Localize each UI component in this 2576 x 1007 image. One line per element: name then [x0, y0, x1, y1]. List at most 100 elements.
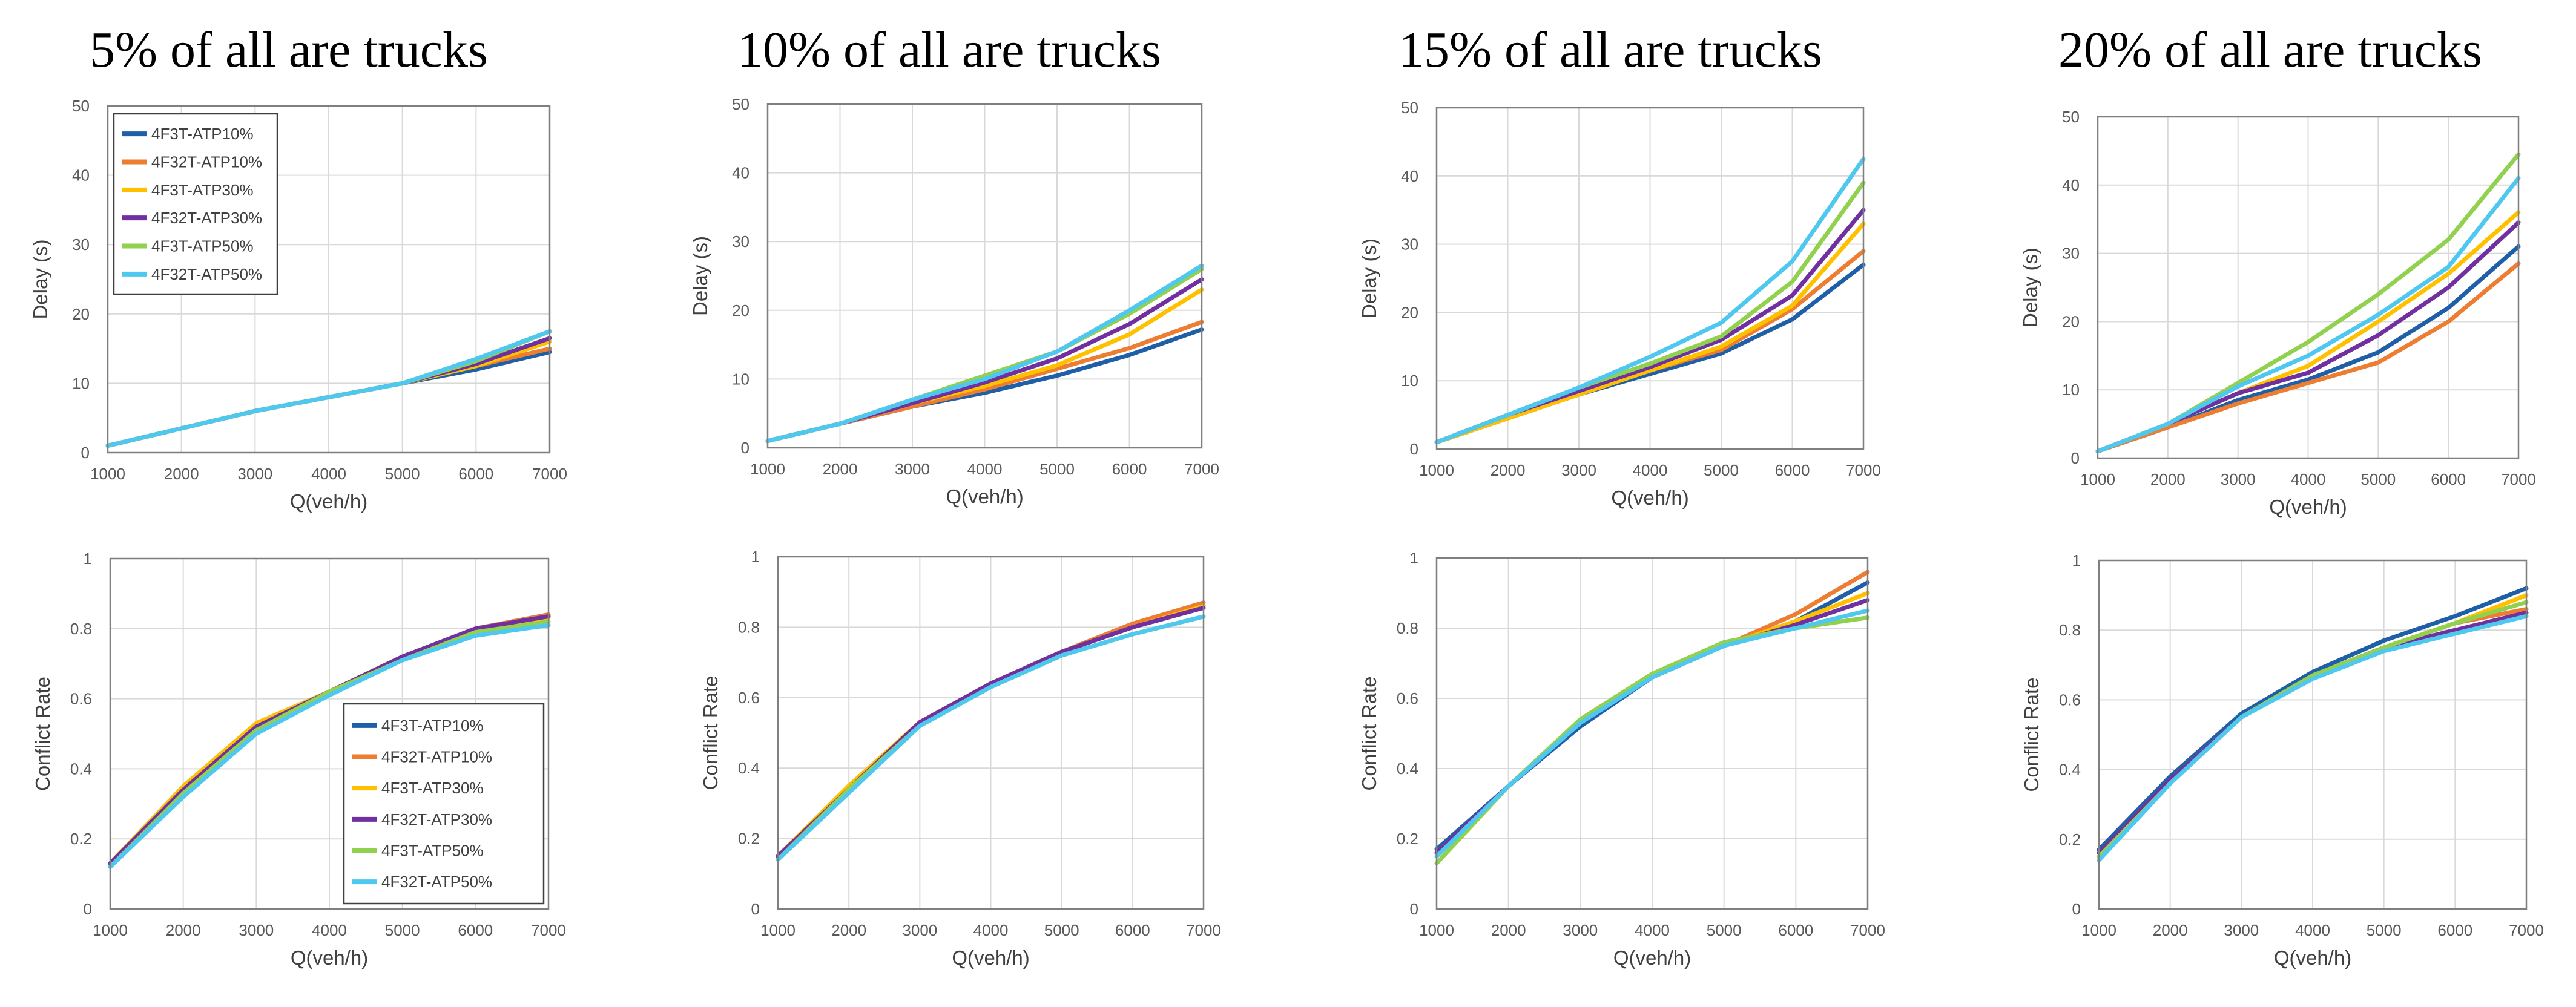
- y-tick-label: 30: [2062, 244, 2080, 263]
- x-tick-label: 4000: [1633, 461, 1668, 479]
- x-tick-label: 3000: [1561, 461, 1596, 479]
- y-tick-label: 1: [751, 548, 760, 566]
- y-tick-label: 0.4: [738, 759, 760, 777]
- x-tick-label: 4000: [2295, 921, 2330, 939]
- y-tick-label: 40: [72, 166, 90, 185]
- x-tick-label: 7000: [1850, 921, 1885, 939]
- y-tick-label: 40: [732, 164, 749, 182]
- x-tick-label: 6000: [1775, 461, 1810, 479]
- x-tick-label: 3000: [902, 921, 937, 939]
- x-axis-label: Q(veh/h): [290, 490, 367, 513]
- x-tick-label: 2000: [831, 921, 866, 939]
- column-title-20pct: 20% of all are trucks: [2058, 22, 2482, 78]
- x-axis-label: Q(veh/h): [952, 946, 1029, 969]
- x-tick-label: 7000: [531, 921, 566, 939]
- x-tick-label: 3000: [1563, 921, 1598, 939]
- y-tick-label: 0.2: [1397, 830, 1418, 848]
- chart-panel-1: 1000 2000 3000 4000 5000 6000 7000 0 10 20 30 40 50 Q…: [29, 97, 567, 513]
- chart-panel-7: 1000 2000 3000 4000 5000 6000 7000 0 0.2 0.4 0.6 0.…: [1358, 549, 1885, 969]
- series-line-4F32T-ATP50%: [2095, 176, 2521, 454]
- legend-entry: 4F32T-ATP30%: [381, 810, 492, 828]
- x-tick-label: 6000: [1115, 921, 1150, 939]
- x-tick-label: 1000: [750, 460, 785, 478]
- legend-entry: 4F32T-ATP50%: [381, 873, 492, 891]
- plot-frame: [1435, 557, 1869, 910]
- legend-entry: 4F3T-ATP30%: [381, 779, 484, 797]
- series-line-4F3T-ATP50%: [108, 619, 551, 869]
- y-tick-label: 0.4: [70, 759, 92, 778]
- y-tick-label: 0.2: [738, 830, 760, 848]
- y-axis-label: Delay (s): [29, 239, 51, 319]
- x-tick-label: 4000: [973, 921, 1009, 939]
- chart-panel-8: 1000 2000 3000 4000 5000 6000 7000 0 0.2 0.4 0.6 0.…: [2020, 551, 2544, 969]
- y-tick-label: 1: [1410, 549, 1418, 567]
- legend-entry: 4F32T-ATP30%: [151, 209, 262, 227]
- plot-frame: [109, 557, 550, 910]
- x-tick-label: 7000: [2509, 921, 2544, 939]
- x-tick-label: 1000: [90, 465, 125, 483]
- chart-panel-5: 1000 2000 3000 4000 5000 6000 7000 0 0.2 0.4 0.6 0.…: [31, 549, 566, 969]
- x-tick-label: 3000: [2224, 921, 2259, 939]
- legend-entry: 4F3T-ATP10%: [151, 125, 254, 143]
- legend-entry: 4F3T-ATP10%: [381, 717, 484, 735]
- y-tick-label: 1: [84, 549, 92, 568]
- series-line-4F32T-ATP50%: [105, 329, 552, 448]
- x-tick-label: 1000: [2081, 921, 2116, 939]
- x-tick-label: 5000: [2360, 470, 2396, 488]
- gridlines: [1437, 108, 1863, 449]
- y-axis-label: Delay (s): [2019, 248, 2041, 327]
- y-tick-label: 0.2: [2059, 830, 2081, 848]
- x-tick-label: 1000: [760, 921, 796, 939]
- y-tick-label: 0.6: [2059, 690, 2081, 709]
- y-tick-label: 30: [72, 235, 90, 254]
- y-tick-label: 0: [84, 900, 92, 918]
- x-tick-label: 6000: [1778, 921, 1813, 939]
- x-tick-label: 7000: [532, 465, 567, 483]
- x-tick-label: 5000: [1707, 921, 1742, 939]
- y-tick-label: 20: [732, 301, 749, 320]
- x-tick-label: 7000: [1846, 461, 1881, 479]
- y-tick-label: 0.8: [738, 618, 760, 636]
- x-tick-label: 6000: [2437, 921, 2472, 939]
- column-titles: 5% of all are trucks 10% of all are truc…: [90, 22, 2482, 78]
- y-tick-label: 0: [2072, 900, 2081, 918]
- x-tick-label: 6000: [458, 465, 493, 483]
- chart-panel-4: 1000 2000 3000 4000 5000 6000 7000 0 10 20 30 40 50 Q…: [2019, 108, 2536, 518]
- y-tick-label: 0: [751, 900, 760, 918]
- gridlines: [2098, 117, 2518, 458]
- gridlines: [768, 104, 1202, 448]
- plot-frame: [107, 105, 551, 454]
- x-tick-label: 1000: [93, 921, 128, 939]
- x-tick-label: 3000: [2221, 470, 2256, 488]
- column-title-5pct: 5% of all are trucks: [90, 22, 488, 78]
- x-tick-label: 3000: [237, 465, 272, 483]
- x-tick-label: 5000: [2367, 921, 2402, 939]
- x-axis-label: Q(veh/h): [2269, 496, 2347, 518]
- x-tick-label: 2000: [2150, 470, 2186, 488]
- x-tick-label: 2000: [164, 465, 199, 483]
- y-tick-label: 0.8: [70, 620, 92, 638]
- series-line-4F3T-ATP30%: [1434, 221, 1866, 445]
- y-tick-label: 0: [2071, 449, 2080, 467]
- series-line-4F32T-ATP50%: [1434, 608, 1870, 859]
- x-tick-label: 5000: [1704, 461, 1739, 479]
- x-tick-label: 6000: [2431, 470, 2466, 488]
- x-axis-label: Q(veh/h): [1611, 487, 1688, 509]
- x-tick-label: 4000: [967, 460, 1003, 478]
- y-tick-label: 0.8: [1397, 619, 1418, 637]
- x-tick-label: 5000: [385, 921, 420, 939]
- x-tick-label: 7000: [2501, 470, 2536, 488]
- series-line-4F32T-ATP50%: [108, 623, 551, 869]
- series-line-4F32T-ATP50%: [1434, 157, 1866, 445]
- y-axis-label: Conflict Rate: [31, 677, 54, 791]
- x-tick-label: 2000: [1491, 921, 1526, 939]
- y-tick-label: 0.6: [70, 690, 92, 708]
- y-tick-label: 30: [732, 232, 749, 251]
- legend-box: [113, 113, 278, 295]
- series-line-4F3T-ATP10%: [2097, 586, 2529, 852]
- x-axis-label: Q(veh/h): [2274, 946, 2351, 969]
- x-tick-label: 4000: [312, 921, 347, 939]
- x-tick-label: 2000: [2153, 921, 2188, 939]
- y-tick-label: 0: [1410, 440, 1418, 458]
- y-tick-label: 0: [81, 444, 90, 462]
